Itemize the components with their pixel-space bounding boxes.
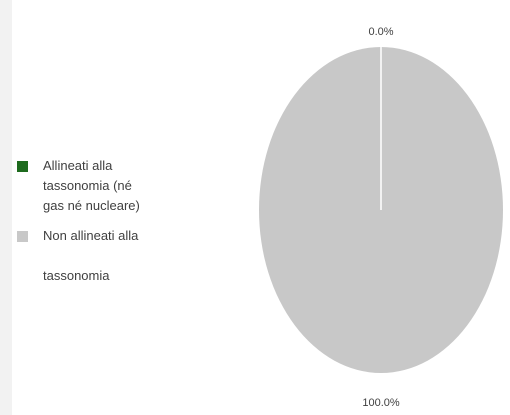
legend-swatch-not-aligned <box>17 231 28 242</box>
data-label-aligned: 0.0% <box>368 26 393 38</box>
legend-label-aligned: Allineati alla tassonomia (né gas né nuc… <box>43 158 140 213</box>
legend-entry-aligned: Allineati alla tassonomia (né gas né nuc… <box>17 156 167 216</box>
left-panel-strip <box>0 0 12 415</box>
legend-label-not-aligned: Non allineati alla tassonomia <box>43 228 139 283</box>
chart-legend: Allineati alla tassonomia (né gas né nuc… <box>17 156 167 286</box>
legend-swatch-aligned <box>17 161 28 172</box>
legend-entry-not-aligned: Non allineati alla tassonomia <box>17 226 167 286</box>
data-label-not-aligned: 100.0% <box>362 397 400 409</box>
